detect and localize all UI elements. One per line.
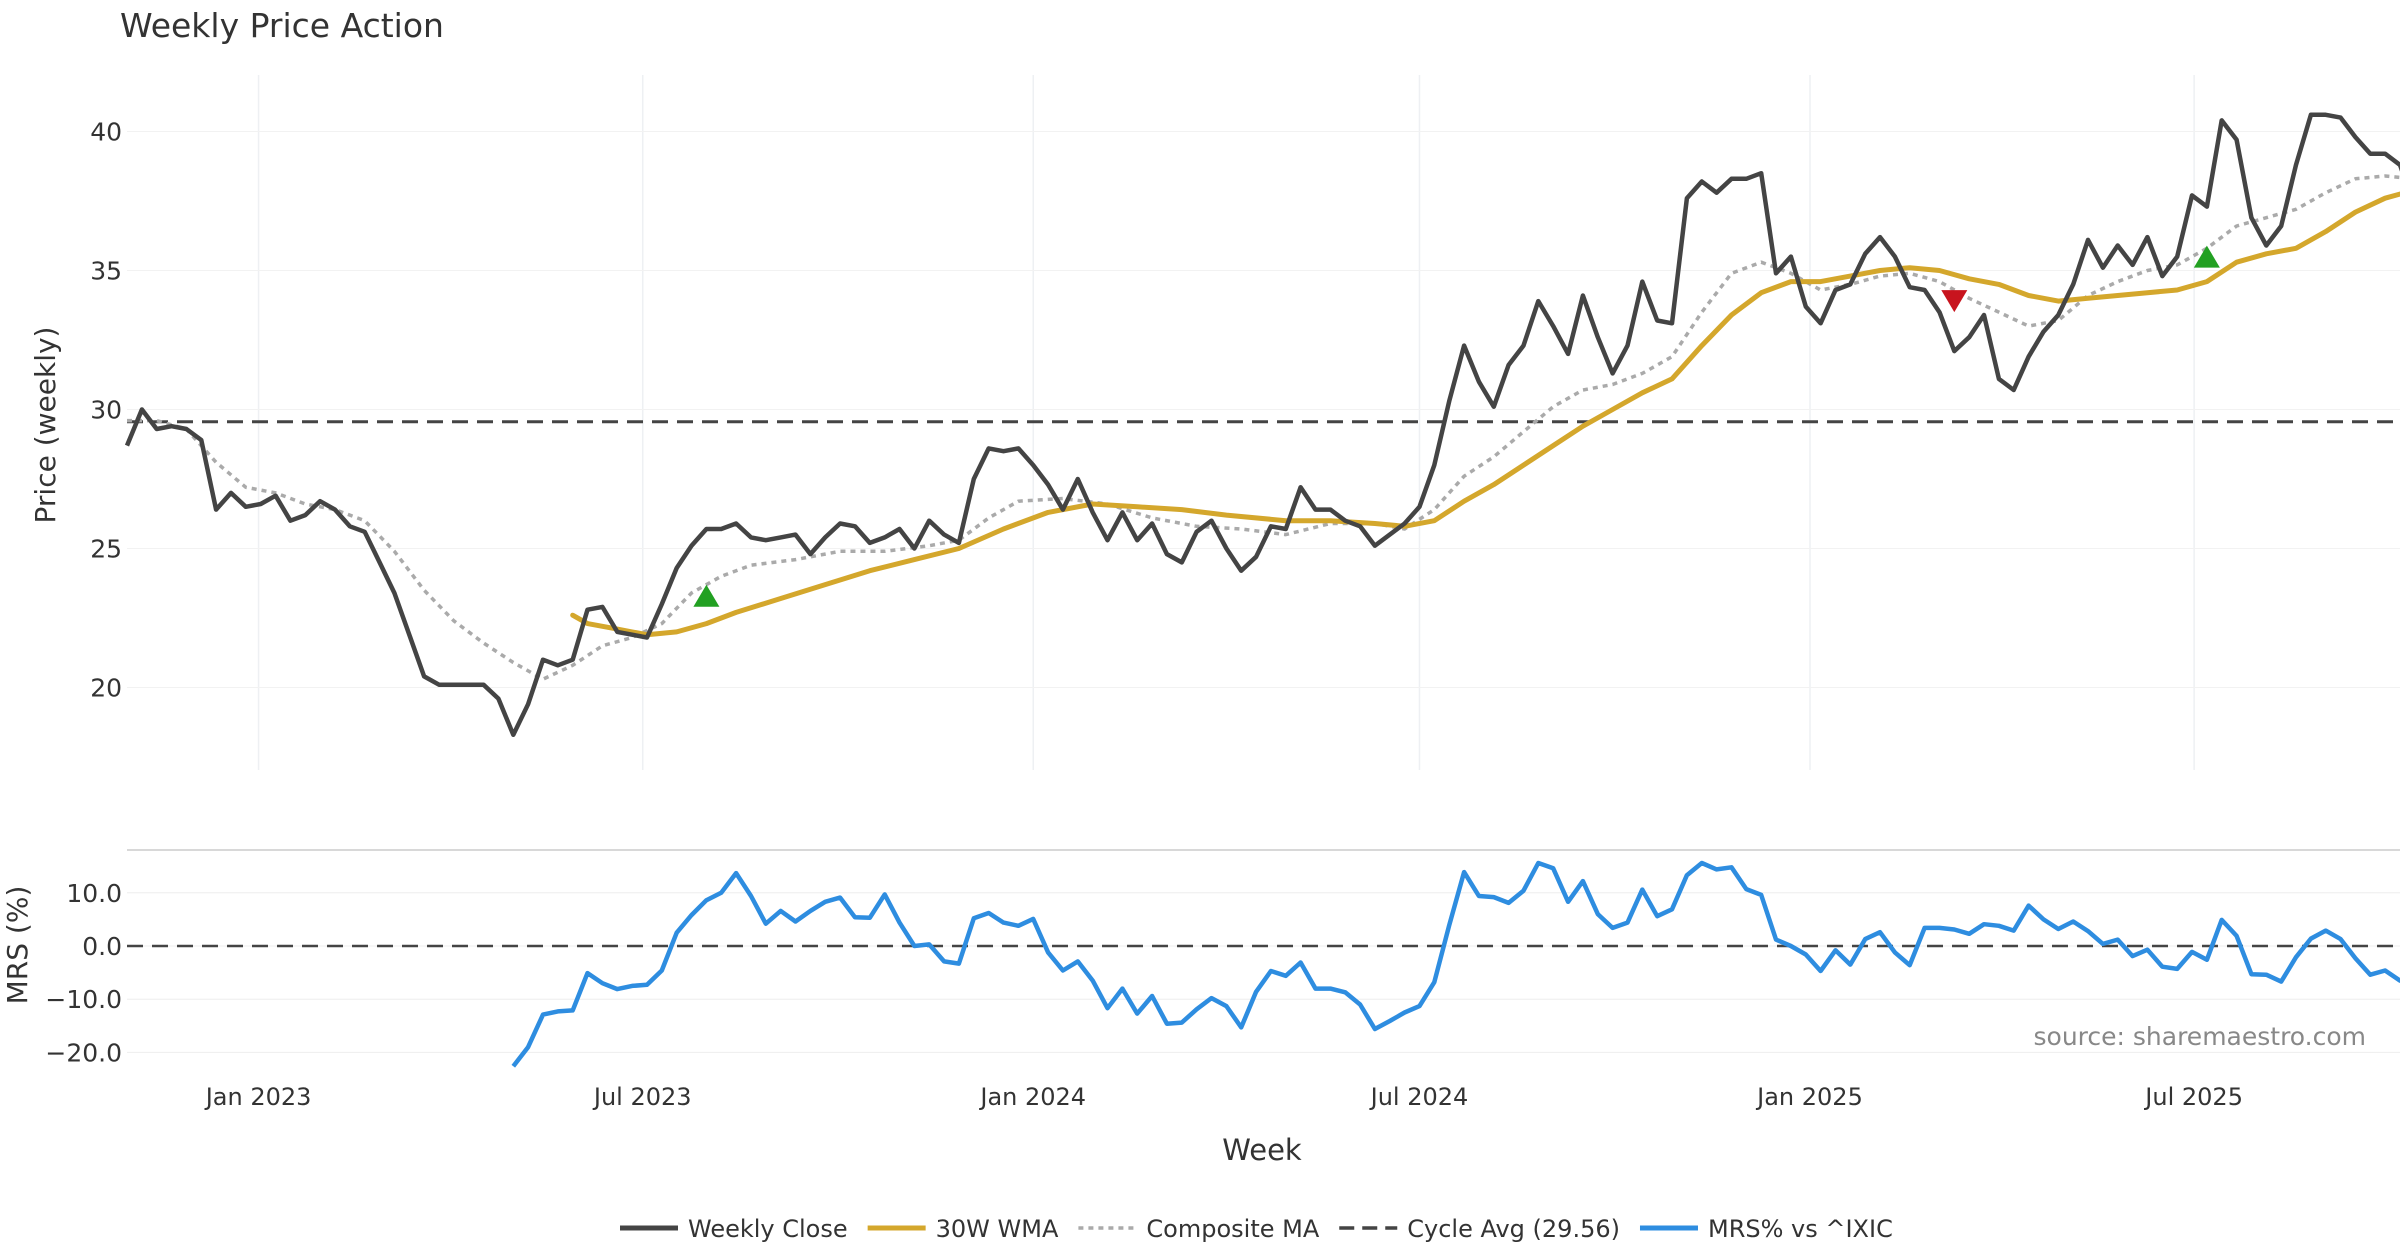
axes: Jan 2023 Jul 2023 Jan 2024 Jul 2024 Jan 2025… xyxy=(45,118,2243,1112)
x-tick-label: Jan 2025 xyxy=(1755,1083,1863,1111)
buy-signal-marker xyxy=(2193,245,2220,268)
legend-item: 30W WMA xyxy=(867,1215,1059,1243)
legend: Weekly Close 30W WMA Composite MA Cycle Avg… xyxy=(620,1215,1893,1243)
mrs-line xyxy=(511,860,2400,1068)
legend-item: Composite MA xyxy=(1078,1215,1320,1243)
legend-label: 30W WMA xyxy=(936,1215,1059,1243)
legend-item: Cycle Avg (29.56) xyxy=(1339,1215,1620,1243)
buy-signal-marker xyxy=(693,584,720,607)
x-axis-label: Week xyxy=(1222,1133,1302,1167)
price-tick-label: 20 xyxy=(90,674,122,703)
price-tick-label: 30 xyxy=(90,396,122,425)
price-panel xyxy=(124,112,2400,738)
price-tick-label: 35 xyxy=(90,257,122,286)
mrs-tick-label: −20.0 xyxy=(45,1038,122,1067)
x-tick-label: Jul 2023 xyxy=(592,1083,692,1111)
wma-30w-line xyxy=(570,191,2400,638)
sell-signal-marker xyxy=(1941,290,1968,313)
x-tick-label: Jul 2025 xyxy=(2143,1083,2243,1111)
price-tick-label: 40 xyxy=(90,118,122,147)
mrs-tick-label: 10.0 xyxy=(66,879,122,908)
x-tick-label: Jan 2024 xyxy=(978,1083,1086,1111)
legend-item: Weekly Close xyxy=(620,1215,848,1243)
legend-label: MRS% vs ^IXIC xyxy=(1708,1215,1893,1243)
mrs-axis-label: MRS (%) xyxy=(1,886,34,1005)
x-tick-label: Jul 2024 xyxy=(1369,1083,1469,1111)
legend-label: Composite MA xyxy=(1146,1215,1319,1243)
x-tick-label: Jan 2023 xyxy=(204,1083,312,1111)
mrs-tick-label: 0.0 xyxy=(82,932,122,961)
mrs-panel xyxy=(127,860,2400,1068)
legend-item: MRS% vs ^IXIC xyxy=(1639,1215,1893,1243)
legend-label: Weekly Close xyxy=(688,1215,848,1243)
weekly-close-line xyxy=(124,112,2400,738)
legend-label: Cycle Avg (29.56) xyxy=(1407,1215,1620,1243)
chart-title: Weekly Price Action xyxy=(120,6,444,45)
price-axis-label: Price (weekly) xyxy=(29,327,62,524)
source-note: source: sharemaestro.com xyxy=(2034,1022,2367,1051)
mrs-tick-label: −10.0 xyxy=(45,985,122,1014)
price-tick-label: 25 xyxy=(90,535,122,564)
